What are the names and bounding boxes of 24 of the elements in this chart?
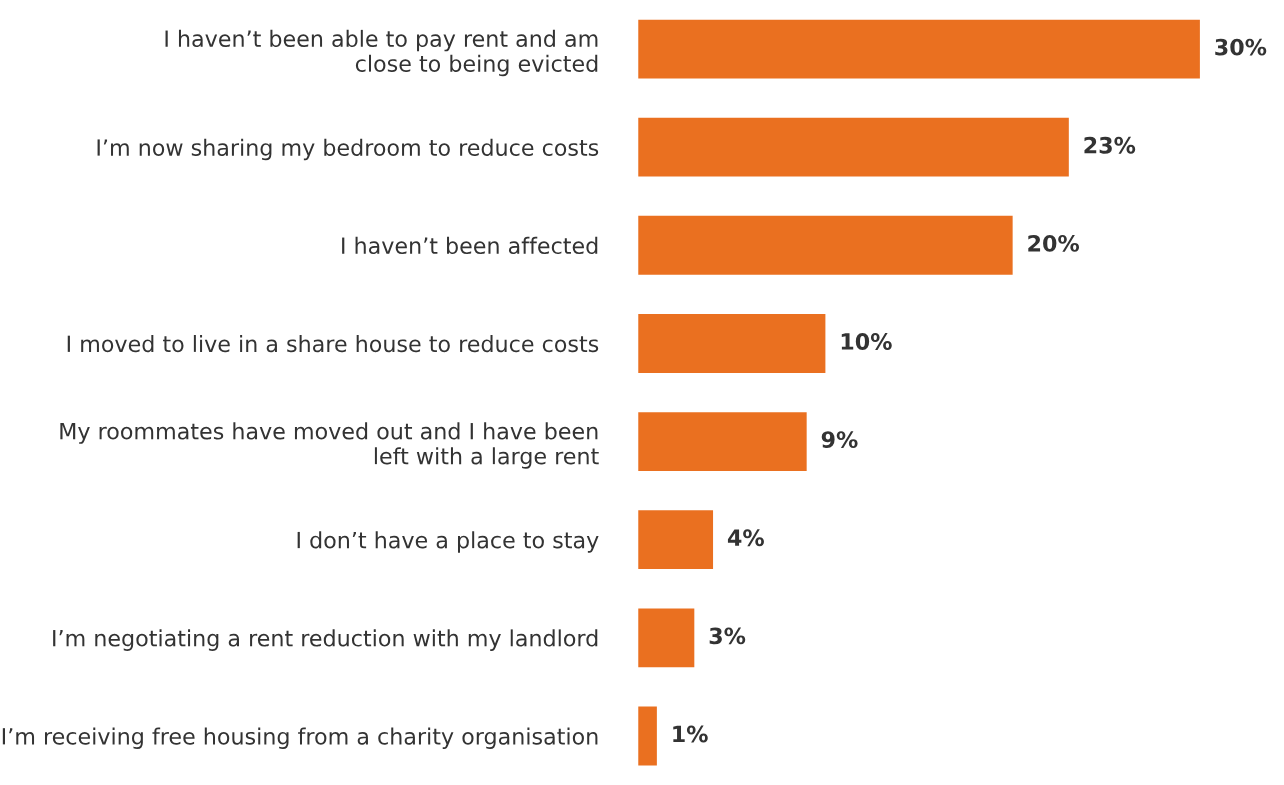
y-tick-label: I’m now sharing my bedroom to reduce costs bbox=[97, 138, 599, 161]
data-label: 1% bbox=[673, 725, 708, 743]
bar bbox=[638, 608, 695, 668]
data-label: 23% bbox=[1084, 136, 1136, 154]
bar bbox=[638, 215, 1013, 275]
y-tick-label: I moved to live in a share house to reduce costs bbox=[67, 334, 599, 353]
y-tick-label: I’m receiving free housing from a charity organisation bbox=[2, 727, 598, 749]
y-tick-label: I’m negotiating a rent reduction with my landlord bbox=[53, 629, 598, 651]
y-tick-label: I don’t have a place to stay bbox=[297, 531, 599, 553]
bar bbox=[638, 19, 1200, 79]
data-label: 3% bbox=[709, 627, 746, 645]
data-label: 10% bbox=[841, 333, 892, 350]
data-label: 30% bbox=[1215, 38, 1267, 56]
bar bbox=[638, 412, 807, 471]
y-tick-label: I haven’t been affected bbox=[342, 236, 598, 255]
bar bbox=[638, 706, 657, 766]
bar bbox=[638, 510, 714, 570]
data-label: 9% bbox=[821, 431, 858, 449]
y-tick-label: My roommates have moved out and I have been left with a large rent bbox=[60, 422, 599, 469]
bar bbox=[638, 117, 1069, 177]
bar bbox=[638, 314, 826, 373]
y-tick-label: I haven’t been able to pay rent and am close to being evicted bbox=[165, 29, 598, 77]
data-label: 20% bbox=[1028, 234, 1080, 252]
data-label: 4% bbox=[727, 529, 764, 547]
